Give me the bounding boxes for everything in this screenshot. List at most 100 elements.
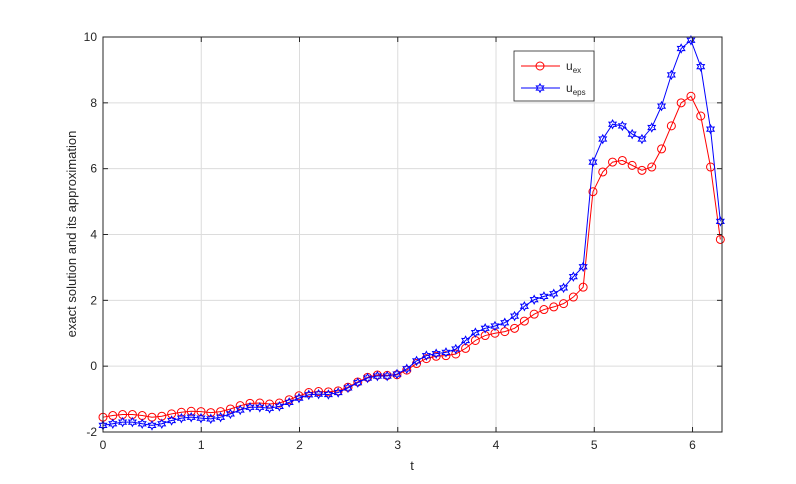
data-point	[314, 388, 324, 400]
data-point	[314, 387, 324, 397]
data-point	[558, 282, 569, 294]
data-point	[627, 160, 637, 170]
data-point	[666, 121, 676, 131]
data-point	[500, 317, 510, 328]
data-point	[274, 401, 284, 412]
data-point	[676, 43, 686, 54]
data-point	[588, 156, 598, 168]
data-point	[539, 305, 549, 315]
legend-label-u-ex: uex	[566, 59, 581, 75]
data-point	[588, 187, 598, 197]
y-tick-label: 2	[90, 293, 97, 307]
data-point	[294, 392, 304, 404]
data-point	[627, 128, 637, 140]
data-point	[617, 120, 627, 132]
data-point	[137, 418, 147, 430]
data-point	[216, 407, 226, 417]
data-point	[431, 348, 441, 359]
legend-marker-u-eps	[535, 82, 545, 94]
x-tick-label: 4	[493, 438, 500, 452]
data-point	[598, 167, 608, 177]
data-point	[657, 144, 667, 154]
data-point	[343, 382, 353, 394]
legend-sub-u-ex: ex	[573, 66, 581, 75]
data-point	[686, 35, 696, 46]
series-layer	[98, 35, 725, 431]
data-point	[490, 320, 500, 332]
data-point	[176, 407, 186, 417]
data-point	[225, 408, 235, 420]
data-point	[108, 418, 118, 430]
data-point	[274, 398, 284, 408]
data-point	[637, 165, 647, 175]
data-point	[441, 347, 451, 358]
data-point	[519, 316, 529, 326]
legend-label-u-eps: ueps	[566, 81, 586, 97]
data-point	[412, 355, 422, 367]
y-tick-label: -2	[86, 425, 97, 439]
data-point	[167, 415, 177, 426]
y-tick-label: 10	[84, 30, 98, 44]
data-point	[382, 370, 392, 382]
data-point	[666, 69, 676, 81]
data-point	[147, 420, 157, 431]
x-tick-label: 5	[591, 438, 598, 452]
y-tick-label: 4	[90, 228, 97, 242]
data-point	[402, 363, 412, 375]
data-point	[421, 354, 431, 364]
data-point	[451, 349, 461, 359]
series-line-u-eps	[102, 39, 721, 426]
legend: uex ueps	[513, 50, 595, 102]
data-point	[265, 403, 275, 414]
data-point	[304, 389, 314, 401]
data-point	[617, 155, 627, 165]
data-point	[235, 404, 245, 416]
x-tick-label: 3	[394, 438, 401, 452]
data-point	[431, 351, 441, 361]
data-point	[460, 335, 471, 346]
series-line-u-ex	[102, 95, 721, 418]
data-point	[206, 413, 216, 425]
hexagram-marker	[535, 82, 545, 94]
data-point	[598, 133, 608, 145]
legend-main-u-eps: u	[566, 81, 573, 95]
data-point	[402, 365, 412, 375]
data-point	[216, 411, 226, 423]
data-point	[568, 292, 578, 302]
data-point	[715, 216, 725, 227]
data-point	[647, 162, 657, 172]
data-point	[441, 351, 451, 361]
data-point	[480, 323, 490, 334]
data-point	[353, 377, 363, 388]
data-point	[637, 133, 647, 145]
data-point	[196, 412, 206, 424]
legend-marker-u-ex	[535, 61, 545, 71]
data-point	[509, 310, 520, 322]
data-point	[696, 61, 706, 72]
data-point	[206, 408, 216, 418]
data-point	[323, 387, 333, 397]
data-point	[608, 157, 618, 167]
y-axis-label: exact solution and its approximation	[64, 131, 79, 338]
data-point	[510, 323, 520, 333]
series-u-eps	[98, 35, 725, 431]
x-tick-label: 6	[689, 438, 696, 452]
data-point	[284, 395, 294, 405]
data-point	[529, 294, 539, 305]
data-point	[186, 411, 196, 423]
x-axis-label: t	[410, 458, 414, 473]
data-point	[568, 271, 578, 282]
data-point	[225, 404, 235, 414]
data-point	[529, 309, 539, 319]
data-point	[656, 100, 667, 112]
data-point	[539, 291, 549, 302]
data-point	[647, 122, 657, 133]
data-point	[607, 118, 618, 130]
data-point	[196, 407, 206, 417]
data-point	[686, 91, 696, 101]
data-point	[715, 234, 725, 244]
data-point	[372, 370, 382, 382]
x-tick-label: 2	[296, 438, 303, 452]
data-point	[392, 368, 402, 380]
